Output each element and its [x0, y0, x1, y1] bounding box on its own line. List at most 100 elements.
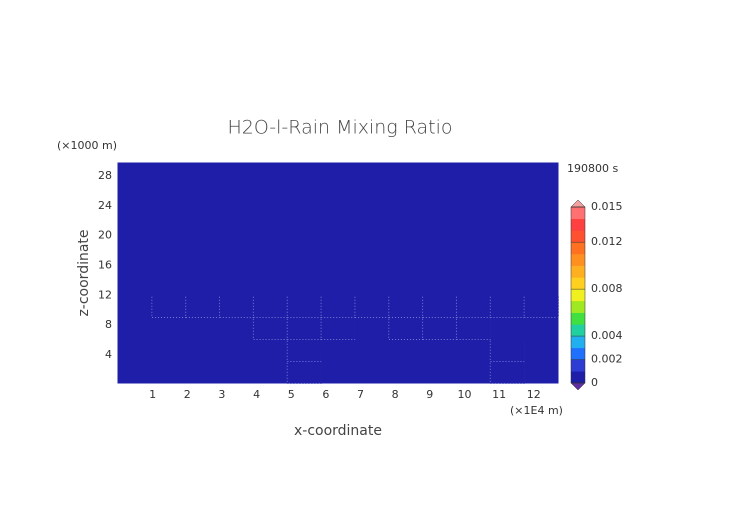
- heatmap-cell: [490, 207, 525, 230]
- heatmap-cell: [422, 229, 457, 252]
- heatmap-cell: [524, 163, 559, 186]
- heatmap-cell: [219, 361, 254, 384]
- heatmap-cell: [287, 273, 322, 296]
- heatmap-cell: [388, 229, 424, 252]
- heatmap-cell: [219, 294, 255, 318]
- heatmap-cell: [151, 294, 187, 318]
- heatmap-cell: [422, 361, 457, 384]
- heatmap-cell: [321, 251, 356, 274]
- heatmap-cell: [253, 163, 288, 186]
- heatmap-cell: [118, 361, 153, 384]
- heatmap-cell: [354, 294, 390, 318]
- heatmap-cell: [456, 361, 491, 384]
- x-tick-label: 12: [527, 388, 541, 401]
- heatmap-cell: [118, 229, 153, 252]
- heatmap-cell: [185, 317, 221, 340]
- heatmap-cell: [490, 317, 525, 340]
- heatmap-cell: [287, 185, 322, 208]
- heatmap-cell: [185, 207, 221, 230]
- heatmap-cell: [422, 273, 457, 296]
- heatmap-cell: [286, 316, 323, 340]
- heatmap-cell: [219, 229, 254, 252]
- heatmap-cell: [185, 163, 221, 186]
- heatmap-cell: [388, 294, 424, 318]
- x-tick-label: 2: [184, 388, 191, 401]
- heatmap-cell: [388, 207, 424, 230]
- colorbar-segment: [571, 347, 585, 360]
- heatmap-cell: [524, 361, 559, 384]
- colorbar-segment: [571, 242, 585, 255]
- heatmap-cell: [320, 316, 356, 340]
- heatmap-cell: [422, 316, 458, 340]
- heatmap-cell: [219, 339, 254, 362]
- heatmap-cell: [490, 185, 525, 208]
- heatmap-cell: [253, 339, 288, 362]
- colorbar-segment: [571, 324, 585, 337]
- heatmap-cell: [219, 207, 254, 230]
- colorbar-tick-label: 0.004: [591, 329, 623, 342]
- heatmap-cell: [151, 361, 187, 384]
- x-tick-label: 1: [149, 388, 156, 401]
- colorbar-tick-label: 0.012: [591, 235, 623, 248]
- heatmap-cell: [524, 251, 559, 274]
- y-tick-label: 20: [98, 229, 112, 242]
- heatmap-cell: [151, 339, 187, 362]
- chart-title: H2O-l-Rain Mixing Ratio: [227, 117, 452, 139]
- heatmap-cell: [422, 185, 457, 208]
- heatmap-cell: [252, 316, 289, 340]
- heatmap-cell: [118, 317, 153, 340]
- heatmap-cell: [118, 207, 153, 230]
- heatmap-cell: [219, 317, 254, 340]
- heatmap-cell: [118, 295, 153, 318]
- heatmap-cell: [219, 251, 254, 274]
- heatmap-cell: [489, 294, 526, 318]
- y-tick-label: 12: [98, 288, 112, 301]
- heatmap-cell: [524, 317, 559, 340]
- colorbar-segment: [571, 336, 585, 349]
- colorbar-tick-label: 0.015: [591, 200, 623, 213]
- heatmap-cell: [422, 207, 457, 230]
- heatmap-cell: [219, 163, 254, 186]
- heatmap-cell: [118, 339, 153, 362]
- y-tick-label: 8: [105, 318, 112, 331]
- heatmap-cell: [422, 251, 457, 274]
- time-label: 190800 s: [567, 162, 618, 175]
- heatmap-cell: [388, 361, 424, 384]
- heatmap-cell: [321, 361, 356, 384]
- heatmap-cell: [354, 317, 390, 340]
- x-tick-label: 3: [218, 388, 225, 401]
- heatmap-cell: [388, 273, 424, 296]
- heatmap-cell: [253, 229, 288, 252]
- heatmap-cell: [219, 185, 254, 208]
- x-tick-label: 4: [253, 388, 260, 401]
- heatmap-cell: [354, 163, 390, 186]
- heatmap-cell: [354, 339, 390, 362]
- heatmap-cell: [253, 273, 288, 296]
- heatmap-cell: [388, 163, 424, 186]
- heatmap-cell: [118, 251, 153, 274]
- colorbar-under: [570, 382, 586, 391]
- x-tick-label: 8: [392, 388, 399, 401]
- heatmap-cell: [489, 338, 526, 362]
- heatmap-cell: [219, 273, 254, 296]
- heatmap-cell: [422, 294, 458, 318]
- colorbar-segment: [571, 207, 585, 220]
- x-axis-label: x-coordinate: [294, 423, 382, 439]
- heatmap-cell: [456, 185, 491, 208]
- heatmap-cell: [151, 163, 187, 186]
- heatmap-cell: [118, 273, 153, 296]
- heatmap-cell: [422, 339, 457, 362]
- heatmap-cell: [354, 273, 390, 296]
- x-tick-label: 10: [457, 388, 471, 401]
- heatmap-cell: [286, 360, 323, 384]
- heatmap-cell: [151, 251, 187, 274]
- y-unit: (×1000 m): [57, 139, 117, 152]
- heatmap-cell: [286, 294, 323, 318]
- heatmap-cell: [422, 163, 457, 186]
- colorbar-segment: [571, 230, 585, 243]
- y-tick-label: 4: [105, 348, 112, 361]
- heatmap-cell: [354, 251, 390, 274]
- heatmap-cell: [354, 185, 390, 208]
- heatmap-cell: [321, 207, 356, 230]
- heatmap-cell: [388, 251, 424, 274]
